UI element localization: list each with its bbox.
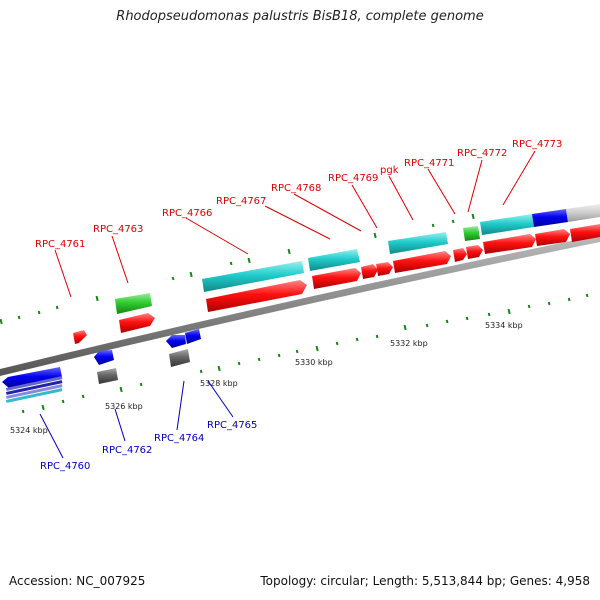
genome-stats-text: Topology: circular; Length: 5,513,844 bp… <box>260 574 590 588</box>
scale-label-5328: 5328 kbp <box>200 379 238 388</box>
cds-rpc4766[interactable] <box>206 280 307 312</box>
cds-rpc4765[interactable] <box>185 329 201 344</box>
reverse-leader-lines <box>39 380 234 459</box>
cds-rpc4760[interactable] <box>2 367 62 389</box>
forward-leader-lines <box>54 150 536 298</box>
gene-label-rpc4768[interactable]: RPC_4768 <box>271 183 321 194</box>
cds-rpc4761[interactable] <box>73 330 87 344</box>
cds-rpc4763-green[interactable] <box>115 293 152 314</box>
gene-label-rpc4772[interactable]: RPC_4772 <box>457 148 507 159</box>
upper-tick-row <box>0 213 475 325</box>
scale-label-5334: 5334 kbp <box>485 321 523 330</box>
gene-label-rpc4771[interactable]: RPC_4771 <box>404 158 454 169</box>
gene-label-rpc4764[interactable]: RPC_4764 <box>154 433 204 444</box>
cds-rpc4766-cyan[interactable] <box>202 261 304 292</box>
cds-pgk[interactable] <box>376 262 393 276</box>
cds-rpc4771-cyan[interactable] <box>388 232 448 254</box>
cds-rpc4773[interactable] <box>483 234 536 254</box>
reverse-gene-labels: RPC_4760 RPC_4762 RPC_4764 RPC_4765 <box>40 420 257 472</box>
cds-rpc4773-lightgray[interactable] <box>566 204 600 222</box>
forward-strand-features <box>73 204 600 344</box>
cds-rpc4764-gray[interactable] <box>169 349 190 367</box>
gene-label-rpc4761[interactable]: RPC_4761 <box>35 239 85 250</box>
cds-rpc4764[interactable] <box>166 335 186 348</box>
gene-label-rpc4773[interactable]: RPC_4773 <box>512 139 562 150</box>
scale-label-5326: 5326 kbp <box>105 402 143 411</box>
accession-text: Accession: NC_007925 <box>9 574 146 588</box>
cds-rpc4773-next[interactable] <box>535 229 570 246</box>
scale-label-5330: 5330 kbp <box>295 358 333 367</box>
scale-label-5332: 5332 kbp <box>390 339 428 348</box>
genome-backbone <box>0 235 600 376</box>
scale-label-5324: 5324 kbp <box>10 426 48 435</box>
cds-rpc4768[interactable] <box>312 268 361 289</box>
cds-rpc4762-gray[interactable] <box>97 368 118 384</box>
gene-label-rpc4765[interactable]: RPC_4765 <box>207 420 257 431</box>
cds-edge-right[interactable] <box>570 224 600 242</box>
cds-rpc4763[interactable] <box>119 313 155 333</box>
gene-label-rpc4760[interactable]: RPC_4760 <box>40 461 90 472</box>
forward-gene-labels: RPC_4761 RPC_4763 RPC_4766 RPC_4767 RPC_… <box>35 139 562 250</box>
gene-label-rpc4766[interactable]: RPC_4766 <box>162 208 212 219</box>
reverse-strand-features <box>2 329 201 403</box>
gene-label-pgk[interactable]: pgk <box>380 165 399 176</box>
rna-gene-band-1 <box>5 376 63 391</box>
cds-rpc4772-green[interactable] <box>463 226 480 241</box>
rna-gene-band-2 <box>5 380 63 395</box>
rna-gene-band-3 <box>5 384 63 399</box>
cds-rpc4771[interactable] <box>393 251 451 273</box>
cds-rpc4772[interactable] <box>466 245 483 259</box>
gene-label-rpc4769[interactable]: RPC_4769 <box>328 173 378 184</box>
rna-gene-band-4 <box>5 388 63 403</box>
cds-rpc4771-small[interactable] <box>453 248 467 262</box>
cds-rpc4762[interactable] <box>94 350 114 365</box>
gene-label-rpc4762[interactable]: RPC_4762 <box>102 445 152 456</box>
map-title: Rhodopseudomonas palustris BisB18, compl… <box>116 9 484 24</box>
gene-label-rpc4767[interactable]: RPC_4767 <box>216 196 266 207</box>
cds-rpc4769[interactable] <box>361 264 378 279</box>
gene-label-rpc4763[interactable]: RPC_4763 <box>93 224 143 235</box>
cds-rpc4768-cyan[interactable] <box>308 249 360 271</box>
lower-tick-row <box>21 293 589 414</box>
cds-rpc4773-cyan[interactable] <box>480 214 534 235</box>
cds-rpc4773-blue[interactable] <box>532 209 568 227</box>
